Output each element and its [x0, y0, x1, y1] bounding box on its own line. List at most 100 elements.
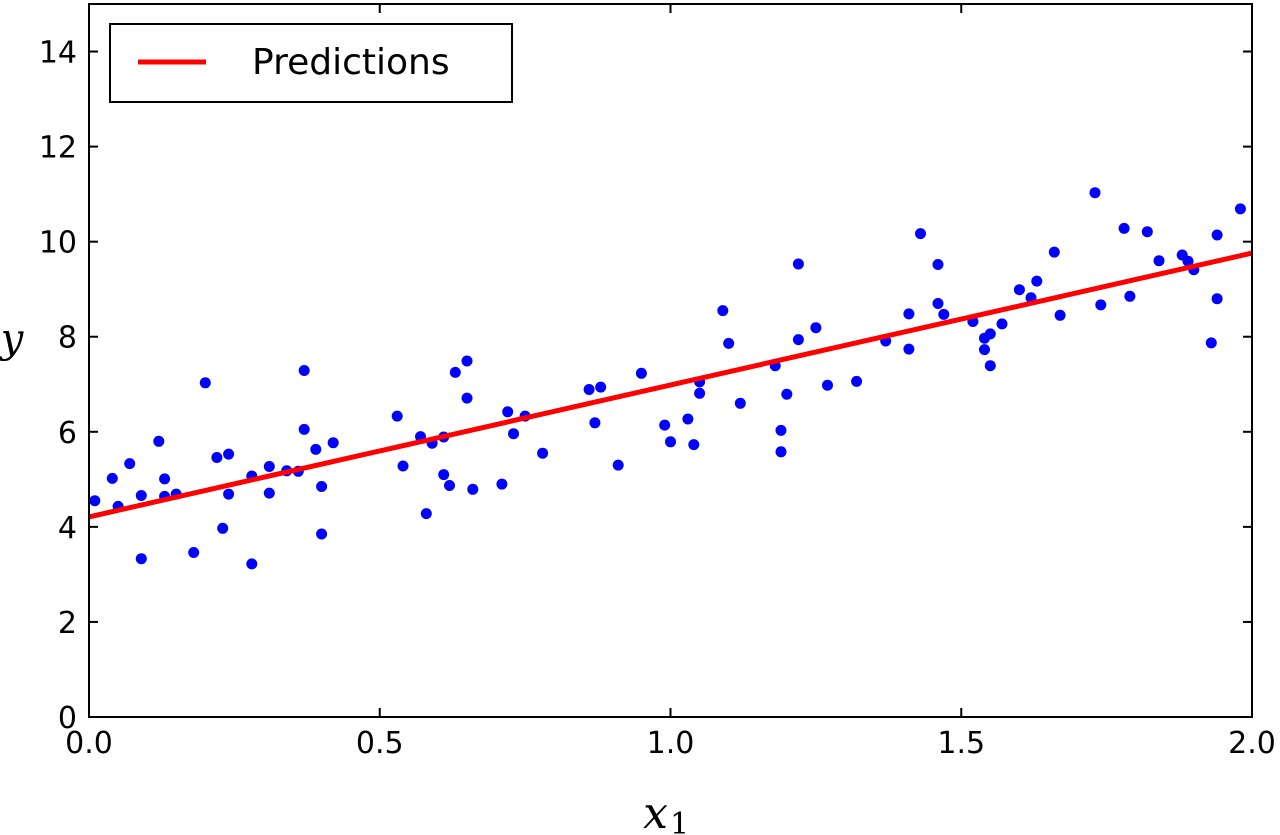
x-tick-label: 0.0	[65, 726, 113, 761]
y-tick-label: 14	[39, 36, 77, 71]
data-point	[1118, 222, 1130, 234]
y-tick-label: 12	[39, 131, 77, 166]
data-point	[1141, 226, 1153, 238]
data-point	[310, 443, 322, 455]
data-point	[665, 436, 676, 448]
data-point	[1153, 255, 1165, 267]
y-tick-label: 8	[58, 321, 77, 356]
data-point	[1031, 275, 1043, 287]
data-point	[1205, 337, 1217, 349]
data-point	[420, 508, 432, 520]
data-point	[496, 478, 508, 490]
data-point	[822, 379, 833, 391]
data-point	[589, 417, 601, 429]
data-point	[217, 522, 229, 534]
data-point	[327, 437, 339, 449]
data-point	[135, 553, 147, 565]
data-point	[659, 419, 671, 431]
data-point	[316, 481, 328, 492]
data-point	[444, 480, 455, 491]
data-point	[792, 334, 804, 346]
y-axis-label: y	[0, 316, 25, 362]
data-point	[723, 337, 735, 349]
data-point	[851, 375, 863, 387]
plot-frame	[88, 3, 1253, 718]
data-point	[223, 448, 235, 460]
data-point	[508, 428, 519, 440]
data-point	[915, 228, 926, 240]
data-point	[792, 258, 804, 270]
data-point	[635, 367, 647, 379]
prediction-line-layer	[88, 250, 1253, 520]
data-point	[298, 423, 310, 435]
data-point	[682, 413, 694, 425]
data-point	[984, 360, 996, 372]
data-point	[124, 458, 136, 470]
data-point	[153, 435, 165, 447]
data-point	[734, 397, 746, 409]
data-point	[583, 384, 595, 395]
axis-ticks: 0.0 0.5 1.0 1.5 2.0 0 2 4 6 8 10 12 14	[39, 4, 1276, 761]
data-point	[781, 388, 793, 400]
data-point	[223, 488, 235, 500]
data-point	[996, 318, 1008, 330]
data-point	[984, 328, 996, 340]
data-point	[298, 365, 310, 376]
data-point	[1054, 309, 1066, 321]
data-point	[211, 452, 223, 463]
data-point	[1124, 290, 1136, 302]
legend-label-predictions: Predictions	[252, 42, 450, 83]
data-point	[106, 472, 118, 484]
data-point	[932, 298, 944, 309]
x-tick-label: 1.0	[647, 726, 695, 761]
data-point	[810, 322, 822, 334]
data-point	[502, 406, 514, 418]
data-point	[938, 308, 950, 320]
data-point	[397, 460, 409, 472]
data-point	[775, 446, 787, 458]
data-point	[1089, 187, 1101, 199]
x-tick-label: 1.5	[937, 726, 985, 761]
y-tick-label: 6	[58, 416, 77, 451]
data-point	[316, 528, 328, 540]
data-point	[1095, 299, 1107, 311]
data-point	[537, 447, 549, 459]
data-point	[391, 410, 403, 422]
data-point	[135, 490, 147, 501]
data-point	[932, 259, 944, 270]
data-point	[89, 495, 101, 507]
legend: Predictions	[109, 23, 513, 103]
data-point	[694, 387, 706, 399]
data-point	[595, 381, 607, 393]
data-point	[263, 487, 275, 499]
data-point	[775, 424, 787, 436]
data-point	[1048, 246, 1060, 258]
data-point	[263, 461, 275, 472]
data-point	[246, 558, 258, 570]
data-point	[199, 377, 211, 389]
data-point	[461, 392, 473, 404]
y-tick-label: 2	[58, 606, 77, 641]
data-points	[89, 187, 1246, 570]
data-point	[1182, 255, 1194, 267]
data-point	[612, 459, 624, 471]
data-point	[1234, 203, 1246, 215]
y-tick-label: 0	[58, 701, 77, 736]
x-axis-label: x	[643, 788, 668, 835]
data-point	[188, 547, 200, 558]
data-point	[449, 366, 461, 378]
x-tick-label: 0.5	[356, 726, 404, 761]
y-tick-label: 4	[58, 511, 77, 546]
data-point	[461, 355, 473, 367]
data-point	[159, 473, 171, 485]
data-point	[717, 305, 729, 317]
data-point	[903, 343, 915, 355]
x-tick-label: 2.0	[1228, 726, 1276, 761]
data-point	[438, 469, 450, 481]
data-point	[1013, 284, 1025, 296]
data-point	[903, 308, 915, 320]
data-point	[467, 483, 479, 495]
data-point	[979, 344, 990, 356]
x-axis-label-subscript: 1	[670, 807, 689, 835]
